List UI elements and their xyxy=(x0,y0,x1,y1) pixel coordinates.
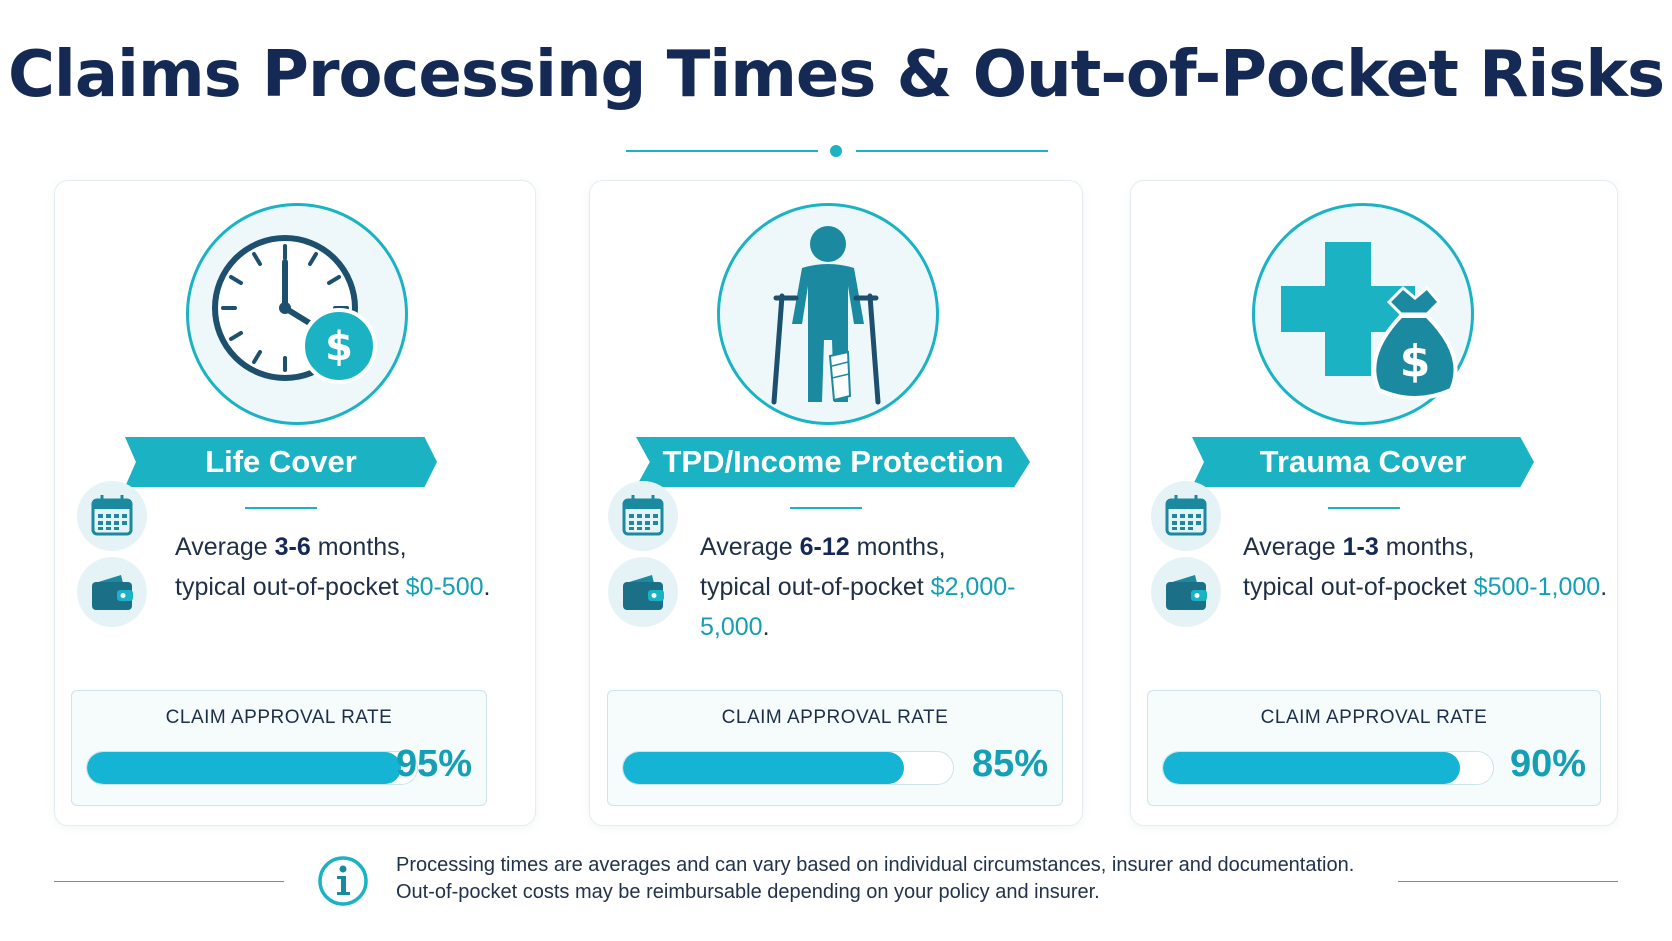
wallet-icon xyxy=(77,557,147,627)
approval-rate-bar xyxy=(1162,751,1494,785)
svg-text:$: $ xyxy=(325,324,353,370)
card-title-banner: Life Cover xyxy=(125,437,437,487)
card-description: Average 1-3 months, typical out-of-pocke… xyxy=(1243,533,1608,601)
card-tpd-income-protection: TPD/Income Protection Average 6-12 month… xyxy=(589,180,1083,826)
approval-rate-label: CLAIM APPROVAL RATE xyxy=(1260,707,1488,728)
banner-underline xyxy=(790,507,862,509)
duration: 1-3 xyxy=(1342,533,1379,561)
footer-note-line-2: Out-of-pocket costs may be reimbursable … xyxy=(396,881,1100,903)
approval-rate-box: CLAIM APPROVAL RATE 95% xyxy=(71,690,487,806)
approval-rate-value: 85% xyxy=(971,743,1048,785)
card-title-banner: Trauma Cover xyxy=(1192,437,1534,487)
card-title-banner: TPD/Income Protection xyxy=(636,437,1030,487)
footer-note: Processing times are averages and can va… xyxy=(396,852,1354,906)
duration: 3-6 xyxy=(274,533,311,561)
cost-value: $2,000-5,000 xyxy=(700,573,1016,641)
approval-rate-label: CLAIM APPROVAL RATE xyxy=(721,707,949,728)
person-crutches-icon xyxy=(717,203,939,425)
approval-rate-fill xyxy=(87,752,401,784)
cost-value: $0-500 xyxy=(405,573,484,601)
approval-rate-fill xyxy=(623,752,904,784)
approval-rate-box: CLAIM APPROVAL RATE 85% xyxy=(607,690,1063,806)
approval-rate-fill xyxy=(1163,752,1460,784)
title-divider xyxy=(0,144,1672,158)
cost-value: $500-1,000 xyxy=(1473,573,1601,601)
approval-rate-value: 90% xyxy=(1509,743,1586,785)
approval-rate-bar xyxy=(622,751,954,785)
footer-divider-left xyxy=(54,881,284,882)
clock-dollar-icon: $ xyxy=(186,203,408,425)
approval-rate-bar xyxy=(86,751,418,785)
info-icon xyxy=(316,854,370,908)
medical-cross-moneybag-icon: $ xyxy=(1252,203,1474,425)
duration: 6-12 xyxy=(799,533,850,561)
calendar-icon xyxy=(77,481,147,551)
calendar-icon xyxy=(608,481,678,551)
wallet-icon xyxy=(1151,557,1221,627)
footer-note-line-1: Processing times are averages and can va… xyxy=(396,854,1355,876)
card-description: Average 6-12 months, typical out-of-pock… xyxy=(700,533,1016,641)
approval-rate-value: 95% xyxy=(395,743,472,785)
wallet-icon xyxy=(608,557,678,627)
approval-rate-label: CLAIM APPROVAL RATE xyxy=(165,707,393,728)
card-description: Average 3-6 months, typical out-of-pocke… xyxy=(175,533,491,601)
approval-rate-box: CLAIM APPROVAL RATE 90% xyxy=(1147,690,1601,806)
calendar-icon xyxy=(1151,481,1221,551)
svg-text:$: $ xyxy=(1400,336,1431,387)
footer-divider-right xyxy=(1398,881,1618,882)
card-trauma-cover: $ Trauma Cover Average 1-3 months, typic… xyxy=(1130,180,1618,826)
banner-underline xyxy=(1328,507,1400,509)
card-life-cover: $ Life Cover Average 3-6 months, typical… xyxy=(54,180,536,826)
banner-underline xyxy=(245,507,317,509)
page-title: Claims Processing Times & Out-of-Pocket … xyxy=(7,38,1665,112)
